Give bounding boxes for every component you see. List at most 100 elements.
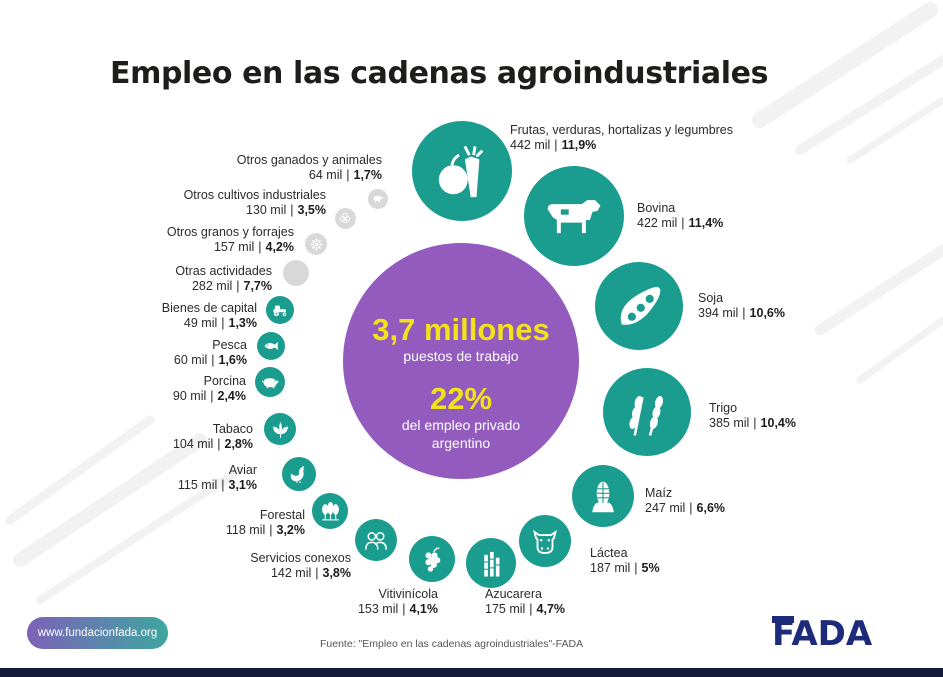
chain-share: 3,1% <box>228 478 258 492</box>
bubble-12 <box>264 413 296 445</box>
chain-label-12: Tabaco 104 mil | 2,8% <box>173 422 253 452</box>
chain-label-17: Otros granos y forrajes 157 mil | 4,2% <box>167 225 294 255</box>
separator: | <box>221 316 225 330</box>
chain-jobs: 64 mil <box>308 168 343 182</box>
pig-icon <box>261 374 279 391</box>
separator: | <box>221 478 225 492</box>
chain-label-5: Maíz 247 mil | 6,6% <box>645 486 725 516</box>
chain-label-9: Servicios conexos 142 mil | 3,8% <box>250 551 351 581</box>
chain-share: 5% <box>641 561 660 575</box>
chain-share: 3,5% <box>297 203 327 217</box>
chain-jobs: 175 mil <box>485 602 526 616</box>
people-icon <box>364 528 388 552</box>
chain-jobs: 157 mil <box>213 240 255 254</box>
chain-name: Otros cultivos industriales <box>183 188 326 202</box>
total-jobs-caption: puestos de trabajo <box>403 348 519 364</box>
chain-label-14: Pesca 60 mil | 1,6% <box>174 338 247 368</box>
chain-label-4: Trigo 385 mil | 10,4% <box>709 401 796 431</box>
chain-name: Trigo <box>709 401 738 415</box>
chain-jobs: 118 mil <box>225 523 266 537</box>
bubble-11 <box>282 457 316 491</box>
chain-share: 2,4% <box>217 389 247 403</box>
chain-share: 1,7% <box>353 168 383 182</box>
share-caption-line-1: del empleo privado <box>401 417 521 433</box>
bubble-2 <box>524 166 624 266</box>
chain-name: Soja <box>698 291 724 305</box>
sheep-icon <box>372 193 384 205</box>
tobacco-leaf-icon <box>271 420 290 439</box>
chain-name: Servicios conexos <box>250 551 351 565</box>
chain-jobs: 153 mil <box>357 602 399 616</box>
chain-label-19: Otros ganados y animales 64 mil | 1,7% <box>237 153 382 183</box>
chain-jobs: 442 mil <box>510 138 551 152</box>
chain-label-15: Bienes de capital 49 mil | 1,3% <box>162 301 257 331</box>
chain-share: 4,7% <box>536 602 566 616</box>
separator: | <box>402 602 406 616</box>
chain-label-13: Porcina 90 mil | 2,4% <box>173 374 246 404</box>
website-pill[interactable]: www.fundacionfada.org <box>27 617 168 649</box>
chain-label-18: Otros cultivos industriales 130 mil | 3,5% <box>184 188 326 218</box>
private-employment-share: 22% <box>429 381 493 416</box>
bubble-13 <box>255 367 285 397</box>
chain-name: Otros granos y forrajes <box>166 225 294 239</box>
chain-share: 3,8% <box>322 566 352 580</box>
bubble-16 <box>283 260 309 286</box>
wheat-icon <box>622 387 673 438</box>
bubble-10 <box>312 493 348 529</box>
separator: | <box>742 306 746 320</box>
corn-icon <box>585 478 621 514</box>
chain-label-10: Forestal 118 mil | 3,2% <box>226 508 305 538</box>
chain-name: Tabaco <box>212 422 253 436</box>
bubble-18 <box>334 207 356 229</box>
fish-icon <box>263 338 279 354</box>
separator: | <box>346 168 350 182</box>
chain-jobs: 49 mil <box>183 316 218 330</box>
chain-name: Azucarera <box>485 587 542 601</box>
chain-share: 7,7% <box>243 279 273 293</box>
chain-name: Pesca <box>212 338 247 352</box>
separator: | <box>290 203 294 217</box>
chain-jobs: 282 mil <box>191 279 233 293</box>
chain-label-7: Azucarera 175 mil | 4,7% <box>485 587 565 617</box>
bubble-15 <box>266 296 294 324</box>
chain-jobs: 130 mil <box>245 203 287 217</box>
chain-jobs: 247 mil <box>645 501 686 515</box>
chain-label-1: Frutas, verduras, hortalizas y legumbres… <box>510 123 733 153</box>
bubble-19 <box>368 189 388 209</box>
chain-name: Aviar <box>228 463 257 477</box>
separator: | <box>689 501 693 515</box>
fruit-vegetables-icon <box>433 142 491 200</box>
center-summary-circle: 3,7 millones puestos de trabajo 22% del … <box>343 243 579 479</box>
chain-name: Frutas, verduras, hortalizas y legumbres <box>510 123 734 137</box>
chain-name: Bienes de capital <box>161 301 257 315</box>
chain-jobs: 104 mil <box>172 437 214 451</box>
chain-jobs: 394 mil <box>698 306 739 320</box>
bottom-bar <box>0 668 943 677</box>
soy-pod-icon <box>614 281 665 332</box>
hen-icon <box>289 464 309 484</box>
chain-jobs: 142 mil <box>270 566 312 580</box>
separator: | <box>315 566 319 580</box>
separator: | <box>236 279 240 293</box>
trees-icon <box>320 501 341 522</box>
chain-share: 4,2% <box>265 240 295 254</box>
chain-label-8: Vitivinícola 153 mil | 4,1% <box>358 587 438 617</box>
chain-share: 11,4% <box>688 216 724 230</box>
bubble-14 <box>257 332 285 360</box>
separator: | <box>753 416 757 430</box>
cow-icon <box>545 187 603 245</box>
source-note: Fuente: "Empleo en las cadenas agroindus… <box>320 638 584 650</box>
chain-jobs: 90 mil <box>172 389 207 403</box>
chain-name: Maíz <box>645 486 673 500</box>
tractor-icon <box>272 302 288 318</box>
separator: | <box>211 353 215 367</box>
bubble-1 <box>412 121 512 221</box>
chain-share: 1,3% <box>228 316 258 330</box>
chain-name: Láctea <box>590 546 628 560</box>
chain-label-16: Otras actividades 282 mil | 7,7% <box>175 264 272 294</box>
bubble-8 <box>409 536 455 582</box>
separator: | <box>634 561 638 575</box>
separator: | <box>681 216 685 230</box>
chain-name: Otras actividades <box>175 264 272 278</box>
